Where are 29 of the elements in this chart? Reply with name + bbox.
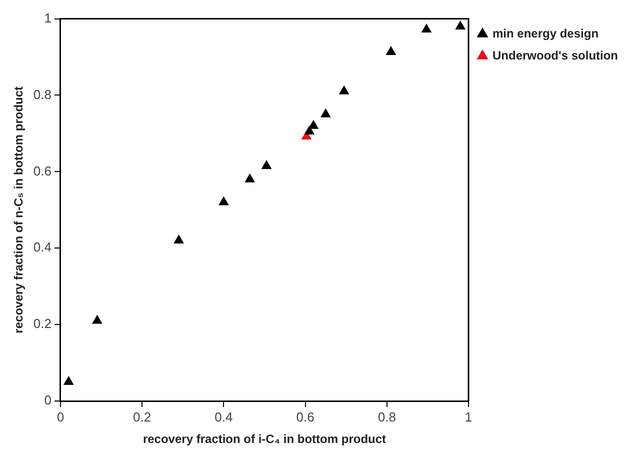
x-tick-label: 0.8 [378, 409, 396, 424]
x-tick-label: 0.6 [296, 409, 314, 424]
y-tick-label: 1 [44, 10, 52, 26]
point [218, 196, 229, 206]
point [92, 315, 102, 324]
point [174, 234, 184, 244]
point [262, 160, 272, 169]
point [308, 120, 318, 129]
y-tick-label: 0 [44, 392, 52, 408]
y-tick-label: 0.4 [33, 240, 52, 255]
y-tick-label: 0.8 [33, 86, 52, 102]
point [320, 108, 331, 118]
point [339, 86, 349, 94]
x-tick-label: 0.4 [214, 409, 233, 424]
point [422, 24, 432, 32]
x-tick-label: 0.2 [133, 409, 152, 424]
y-tick-label: 0.6 [33, 163, 52, 178]
y-axis-title: recovery fraction of n-C₅ in bottom product [12, 86, 26, 334]
point [244, 174, 255, 182]
point [386, 46, 396, 56]
legend-label: min energy design [492, 26, 599, 40]
point [64, 376, 74, 385]
legend-label: Underwood's solution [492, 48, 618, 62]
point [304, 126, 314, 135]
y-tick-label: 0.2 [33, 316, 52, 332]
x-tick-label: 0 [56, 409, 64, 424]
point [456, 20, 466, 30]
x-tick-label: 1 [464, 409, 472, 424]
x-axis-title: recovery fraction of i-C₄ in bottom product [142, 432, 386, 446]
